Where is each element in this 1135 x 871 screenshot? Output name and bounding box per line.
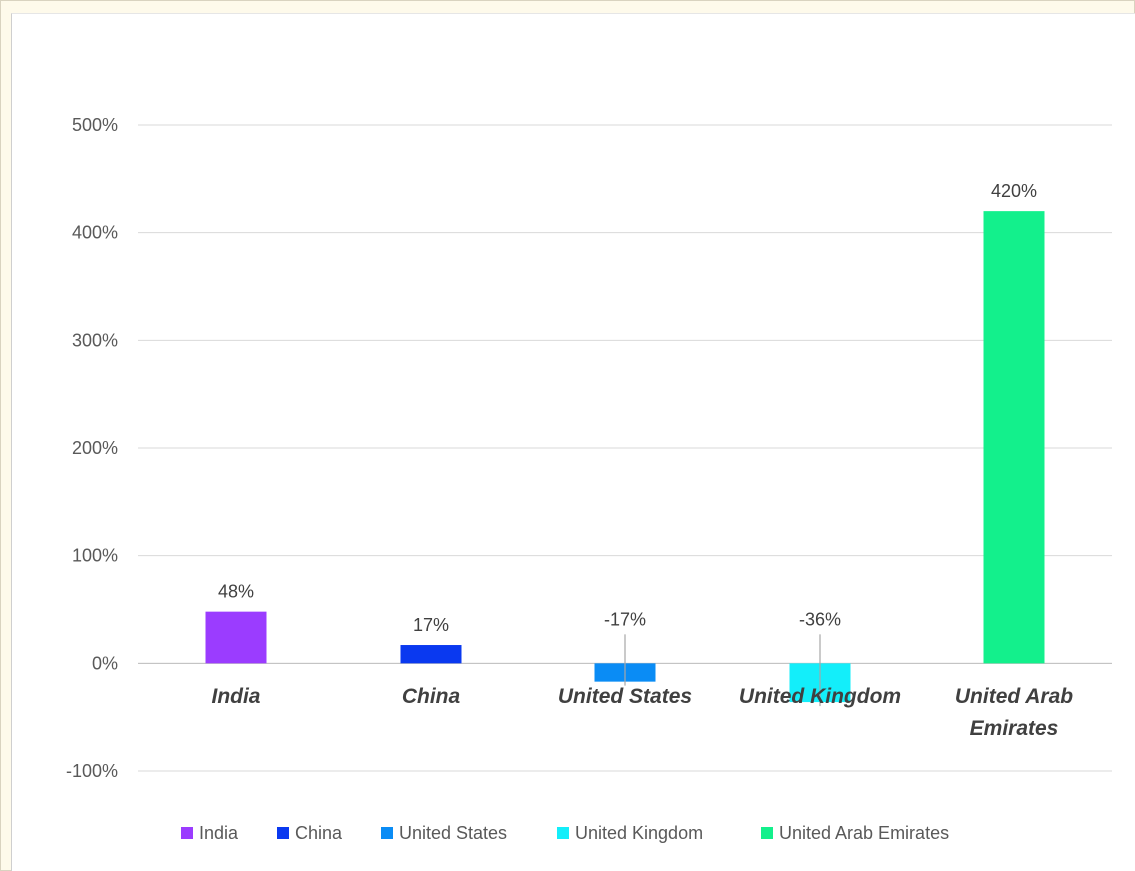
y-tick-label: 200% <box>72 438 118 458</box>
category-label: China <box>402 685 461 708</box>
chart-area <box>11 13 1135 871</box>
category-label: Emirates <box>970 717 1059 740</box>
bar <box>983 211 1045 664</box>
bar <box>400 645 462 664</box>
legend-swatch <box>381 827 393 839</box>
y-tick-label: 500% <box>72 115 118 135</box>
legend-swatch <box>277 827 289 839</box>
y-tick-label: 400% <box>72 223 118 243</box>
legend-swatch <box>557 827 569 839</box>
data-label: -17% <box>604 609 646 629</box>
legend-label: China <box>295 823 343 843</box>
y-tick-label: 0% <box>92 653 118 673</box>
legend-label: United Kingdom <box>575 823 703 843</box>
legend-swatch <box>761 827 773 839</box>
y-tick-label: 300% <box>72 330 118 350</box>
category-label: United States <box>558 685 692 708</box>
legend-label: India <box>199 823 239 843</box>
y-tick-label: -100% <box>66 761 118 781</box>
legend-swatch <box>181 827 193 839</box>
data-label: 48% <box>218 582 254 602</box>
data-label: -36% <box>799 609 841 629</box>
legend-label: United Arab Emirates <box>779 823 949 843</box>
legend-label: United States <box>399 823 507 843</box>
category-label: India <box>211 685 260 708</box>
data-label: 420% <box>991 181 1037 201</box>
category-label: United Arab <box>955 685 1073 708</box>
bar <box>205 611 267 664</box>
data-label: 17% <box>413 615 449 635</box>
y-tick-label: 100% <box>72 546 118 566</box>
category-label: United Kingdom <box>739 685 901 708</box>
